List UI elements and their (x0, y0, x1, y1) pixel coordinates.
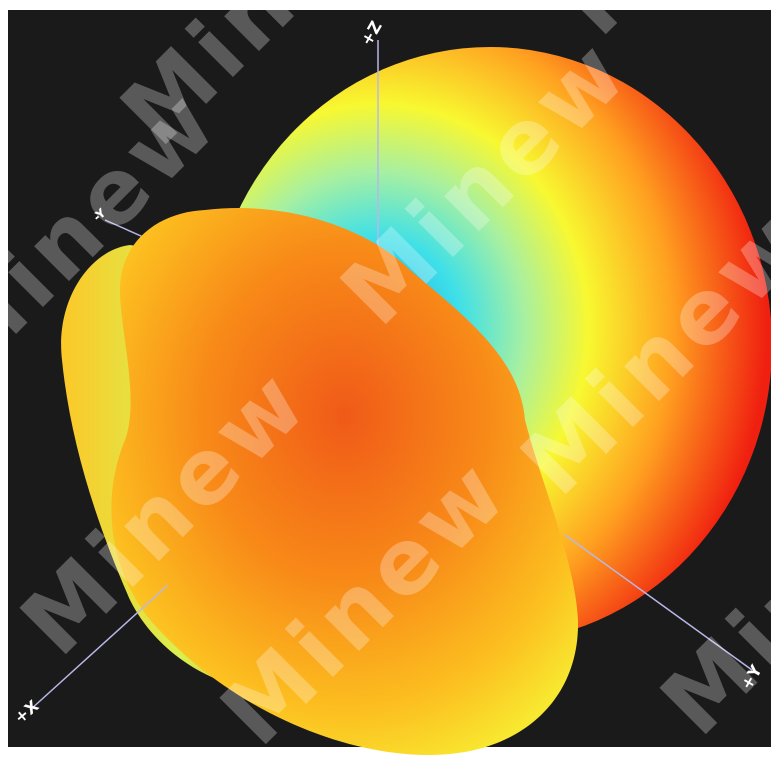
front-lobe (111, 208, 579, 755)
y-axis (564, 534, 753, 671)
x-axis (29, 584, 169, 711)
